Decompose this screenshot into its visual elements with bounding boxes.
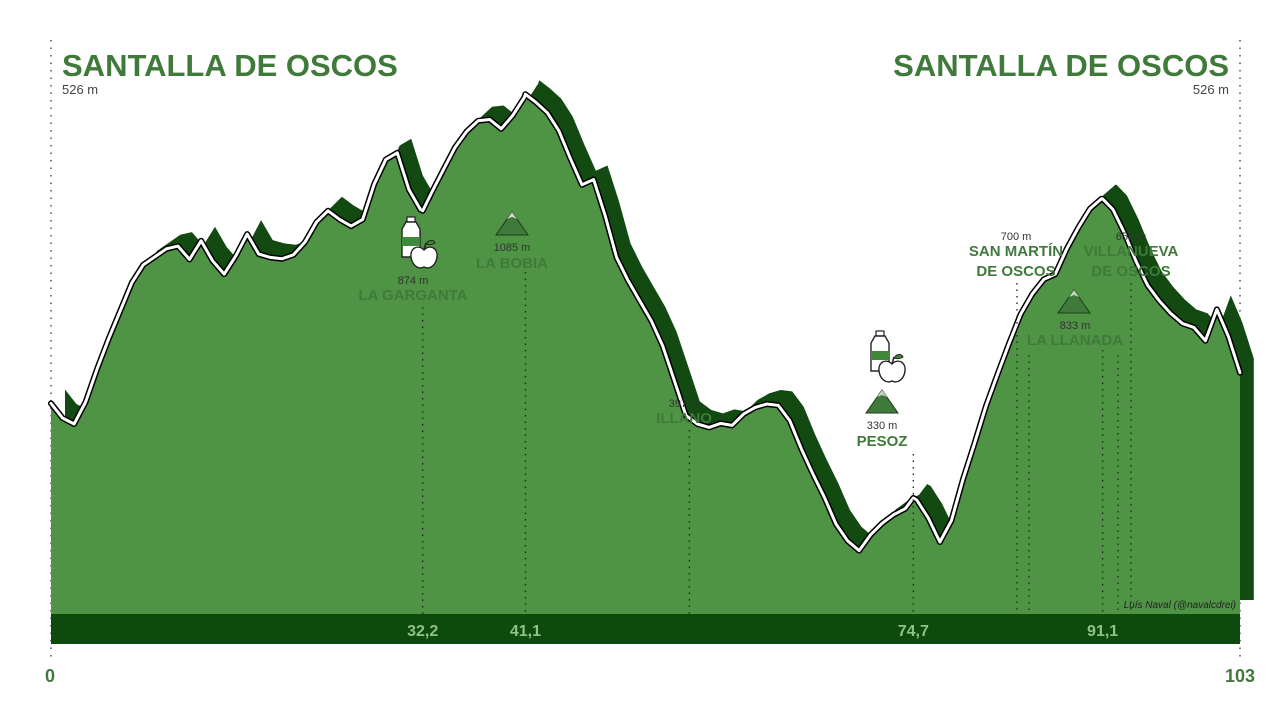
- peak-icon: [865, 389, 899, 414]
- distance-ticks: 32,2 41,1 74,7 91,1: [407, 623, 1118, 640]
- start-title: SANTALLA DE OSCOS: [62, 48, 398, 83]
- waypoint-elevation: 700 m: [1001, 231, 1032, 243]
- waypoint-name: ILLANO: [656, 410, 712, 427]
- waypoint-la-llanada: 833 mLA LLANADA: [1027, 289, 1123, 614]
- start-elevation: 526 m: [62, 82, 98, 97]
- profile-areas: [48, 80, 1254, 614]
- waypoint-name: PESOZ: [857, 433, 908, 450]
- credit: Luís Naval (@navalcdrei): [1124, 600, 1236, 611]
- x-end-label: 103: [1225, 666, 1255, 686]
- waypoint-name: SAN MARTÍN DE OSCOS: [969, 243, 1063, 280]
- end-elevation: 526 m: [1193, 82, 1229, 97]
- waypoint-la-bobia: 1085 mLA BOBIA: [476, 211, 548, 614]
- apple-icon: [878, 354, 906, 383]
- waypoint-name: VILLANUEVA DE OSCOS: [1084, 243, 1179, 280]
- profile-line: [49, 92, 1242, 553]
- distance-tick-label: 41,1: [510, 623, 541, 640]
- waypoint-name: LA GARGANTA: [358, 287, 467, 304]
- waypoint-elevation: 650 m: [1116, 231, 1147, 243]
- profile-area: [51, 94, 1240, 614]
- waypoint-elevation: 397 m: [669, 398, 700, 410]
- waypoint-elevation: 874 m: [398, 275, 429, 287]
- waypoint-elevation: 1085 m: [494, 242, 531, 254]
- waypoint-elevation: 833 m: [1060, 320, 1091, 332]
- x-start-label: 0: [45, 666, 55, 686]
- waypoint-elevation: 330 m: [867, 420, 898, 432]
- distance-band: [51, 614, 1240, 644]
- distance-tick-label: 32,2: [407, 623, 438, 640]
- distance-tick-label: 91,1: [1087, 623, 1118, 640]
- peak-icon: [1057, 289, 1091, 314]
- distance-tick-label: 74,7: [898, 623, 929, 640]
- peak-icon: [495, 211, 529, 236]
- apple-icon: [410, 240, 438, 269]
- waypoint-la-garganta: 874 mLA GARGANTA: [358, 216, 468, 614]
- waypoint-name: LA LLANADA: [1027, 332, 1123, 349]
- end-title: SANTALLA DE OSCOS: [893, 48, 1229, 83]
- waypoint-name: LA BOBIA: [476, 255, 548, 272]
